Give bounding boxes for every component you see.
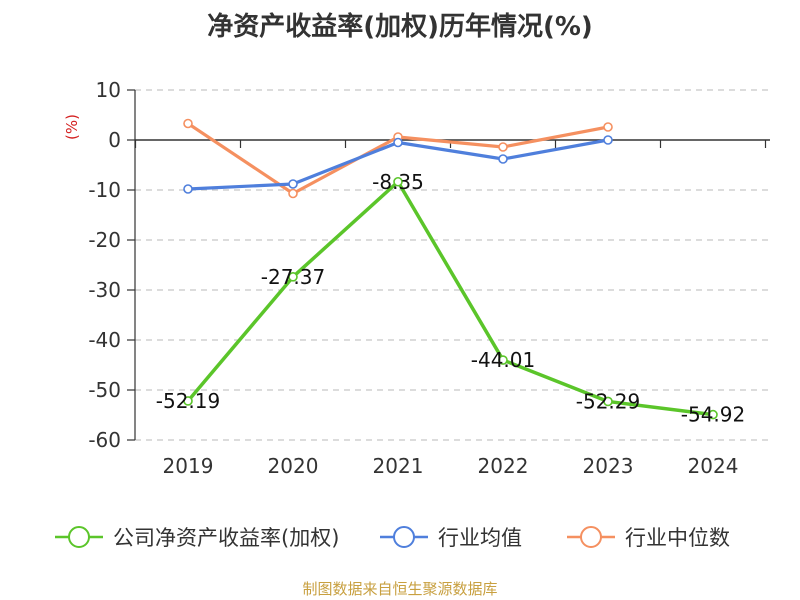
data-point [288,179,298,189]
x-tick-label: 2020 [268,454,319,478]
data-label: -52.19 [156,389,220,413]
data-point [498,142,508,152]
y-tick-label: -30 [88,278,121,302]
data-label: -27.37 [261,265,325,289]
data-point [708,409,718,420]
data-point [288,272,298,282]
y-axis-unit: (%) [63,114,81,140]
data-label: -44.01 [471,348,535,372]
x-tick-label: 2019 [163,454,214,478]
axes [134,90,770,440]
x-tick-label: 2021 [373,454,424,478]
legend-label: 公司净资产收益率(加权) [113,526,339,550]
x-tick-label: 2022 [478,454,529,478]
data-point [603,396,613,407]
legend-marker [68,526,90,548]
legend-marker [580,526,602,548]
data-point [498,154,508,164]
y-tick-label: -50 [88,378,121,402]
data-point [498,355,508,365]
data-point [393,137,403,148]
data-point [603,122,613,132]
data-label: -52.29 [576,389,640,413]
data-labels: -52.19 -27.37 -8.35 -44.01 -52.29 -54.92 [156,170,745,427]
data-point [288,188,298,199]
chart-title: 净资产收益率(加权)历年情况(%) [207,12,593,42]
data-label: -8.35 [372,170,424,194]
data-point [603,135,613,145]
series-line [186,180,715,417]
y-tick-label: -40 [88,328,121,352]
series-lines [183,118,718,420]
y-tick-label: -20 [88,228,121,252]
y-tick-label: 10 [96,78,121,102]
y-tick-label: -60 [88,428,121,452]
legend: 公司净资产收益率(加权) 行业均值 行业中位数 [55,526,730,550]
x-axis-ticks: 2019 2020 2021 2022 2023 2024 [163,454,739,478]
legend-label: 行业均值 [438,526,522,550]
data-point [183,184,193,194]
data-point [183,396,193,406]
x-tick-label: 2023 [583,454,634,478]
legend-marker [393,526,415,548]
y-tick-label: -10 [88,178,121,202]
y-tick-label: 0 [108,128,121,152]
grid-lines [135,89,770,441]
y-axis-ticks: 10 0 -10 -20 -30 -40 -50 -60 [88,78,135,452]
source-note: 制图数据来自恒生聚源数据库 [302,580,498,598]
data-label: -54.92 [681,403,745,427]
x-tick-label: 2024 [688,454,739,478]
legend-label: 行业中位数 [625,526,730,550]
data-point [393,176,403,187]
data-point [183,118,193,129]
